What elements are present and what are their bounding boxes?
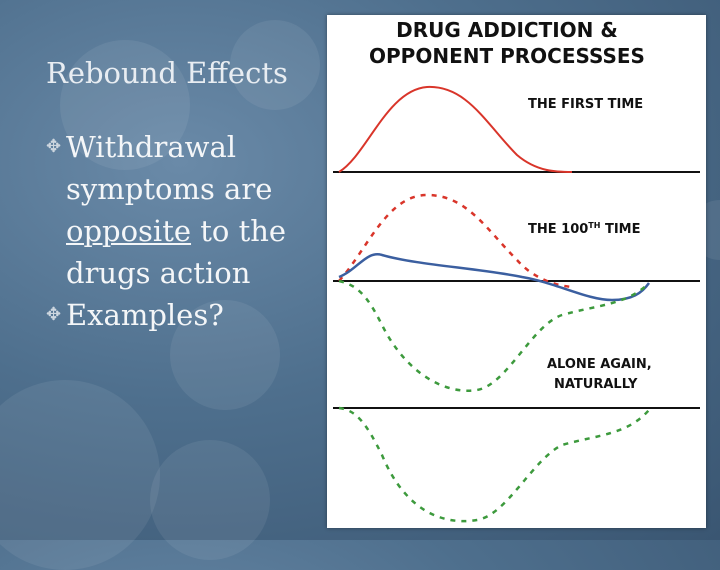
- label-alone-line1: ALONE AGAIN,: [547, 357, 652, 372]
- bullet-text: drugs action: [66, 256, 251, 290]
- label-100th-time: THE 100TH TIME: [528, 221, 641, 237]
- bullet-text-underlined: opposite: [66, 214, 192, 248]
- label-first-time: THE FIRST TIME: [528, 97, 643, 112]
- slide-title: Rebound Effects: [46, 56, 288, 90]
- diagram-svg: DRUG ADDICTION & OPPONENT PROCESSSES THE…: [333, 18, 700, 523]
- background-bubble: [60, 40, 190, 170]
- bullet-examples: ✥ Examples?: [46, 294, 316, 336]
- opponent-process-curve-100th: [338, 279, 650, 392]
- opponent-process-curve-alone: [338, 406, 650, 523]
- bullet-text: Withdrawal: [66, 130, 237, 164]
- bullet-list: ✥ Withdrawal symptoms are opposite to th…: [46, 126, 316, 336]
- bullet-marker-icon: ✥: [46, 136, 62, 157]
- label-alone-line2: NATURALLY: [554, 377, 638, 392]
- drug-effect-curve-100th: [338, 193, 573, 289]
- bullet-marker-icon: ✥: [46, 304, 62, 325]
- bullet-text: to the: [191, 214, 287, 248]
- bullet-text: symptoms are: [66, 172, 273, 206]
- background-bubble: [170, 300, 280, 410]
- background-bubble: [150, 440, 270, 560]
- bullet-text: Examples?: [66, 298, 224, 332]
- opponent-process-diagram: DRUG ADDICTION & OPPONENT PROCESSSES THE…: [327, 15, 706, 528]
- diagram-title-line1: DRUG ADDICTION &: [396, 18, 618, 42]
- bullet-withdrawal: ✥ Withdrawal symptoms are opposite to th…: [46, 126, 316, 294]
- background-bubble: [230, 20, 320, 110]
- diagram-title-line2: OPPONENT PROCESSSES: [369, 44, 645, 68]
- net-effect-curve: [338, 252, 651, 302]
- background-bubble: [0, 380, 160, 570]
- drug-effect-curve-first: [338, 85, 573, 173]
